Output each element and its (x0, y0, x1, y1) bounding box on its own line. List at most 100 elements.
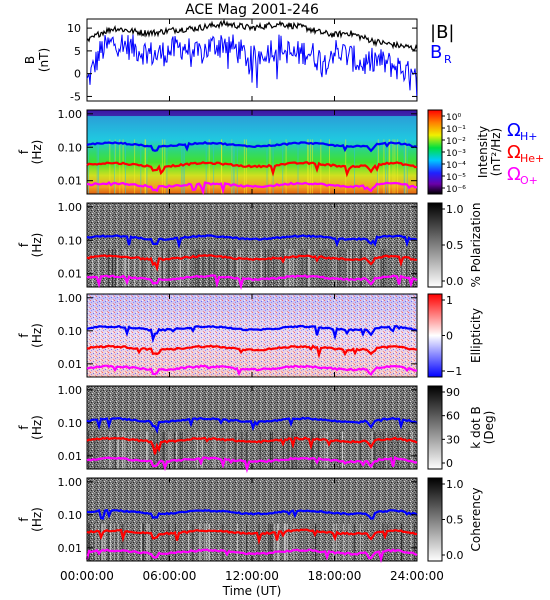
gray-streak (176, 431, 177, 469)
gray-streak (88, 523, 90, 561)
gray-streak (283, 431, 285, 469)
gray-streak (282, 249, 284, 287)
intensity-streak (272, 139, 274, 194)
intensity-streak (406, 139, 408, 194)
gray-streak (187, 249, 189, 287)
gray-streak (139, 249, 141, 287)
gray-streak (168, 431, 170, 469)
gray-streak (386, 431, 388, 469)
gray-streak (285, 249, 287, 287)
intensity-streak (88, 139, 89, 194)
gray-streak (350, 249, 352, 287)
gray-streak (374, 431, 376, 469)
f-tick-label: 0.01 (58, 542, 83, 555)
gray-streak (142, 523, 144, 561)
intensity-streak (387, 139, 389, 194)
x-tick-label: 06:00:00 (143, 569, 197, 583)
gray-streak (335, 249, 337, 287)
colorbar-label: Ellipticity (469, 308, 483, 363)
gray-streak (110, 523, 111, 561)
colorbar-label: Coherency (469, 487, 483, 551)
gray-streak (292, 249, 294, 287)
gray-streak (187, 523, 189, 561)
intensity-streak (404, 139, 406, 194)
gray-streak (128, 249, 130, 287)
f-axis-unit: (Hz) (30, 233, 44, 258)
gray-streak (272, 431, 273, 469)
colorbar-intensity (427, 109, 443, 195)
gray-streak (117, 249, 119, 287)
gray-streak (124, 249, 126, 287)
gray-streak (277, 523, 278, 561)
gray-streak (414, 523, 415, 561)
legend-omega-h: Ω (507, 120, 521, 141)
gray-streak (179, 249, 181, 287)
legend-omega-o: Ω (507, 164, 521, 185)
gray-streak (95, 523, 97, 561)
omega-o-line (86, 364, 417, 377)
gray-streak (306, 249, 308, 287)
gray-streak (411, 523, 413, 561)
colorbar-tick-label: 10⁻⁶ (446, 185, 466, 195)
gray-streak (397, 431, 399, 469)
gray-streak (302, 249, 304, 287)
gray-streak (179, 431, 181, 469)
f-tick-label: 0.01 (58, 358, 83, 371)
colorbar-tick-label: 1 (446, 294, 453, 307)
panel-intensity: 1.00 0.10 0.01 f (Hz) 10⁰ 10⁻¹ 10⁻² 10⁻³ 10⁻⁴ 10⁻⁵… (17, 108, 503, 196)
gray-streak (109, 431, 111, 469)
intensity-streak (231, 139, 233, 194)
gray-streak (159, 249, 161, 287)
gray-streak (286, 523, 288, 561)
intensity-streak (329, 139, 330, 194)
gray-streak (199, 523, 201, 561)
gray-streak (151, 523, 153, 561)
gray-streak (406, 249, 407, 287)
gray-streak (213, 249, 215, 287)
gray-streak (360, 249, 362, 287)
intensity-streak (297, 139, 299, 194)
gray-streak (88, 523, 90, 561)
intensity-streak (388, 139, 390, 194)
gray-streak (192, 523, 194, 561)
panel-intensity-background (87, 110, 417, 194)
gray-streak (338, 431, 340, 469)
gray-streak (344, 249, 346, 287)
gray-streak (268, 523, 270, 561)
intensity-streak (311, 139, 313, 194)
gray-streak (108, 249, 109, 287)
gray-streak (225, 431, 227, 469)
gray-streak (295, 431, 297, 469)
f-tick-label: 0.01 (58, 450, 83, 463)
gray-streak (324, 431, 326, 469)
f-tick-label: 1.00 (58, 292, 83, 305)
gray-streak (214, 431, 216, 469)
gray-streak (148, 523, 150, 561)
gray-streak (104, 523, 106, 561)
gray-streak (278, 523, 280, 561)
gray-streak (412, 249, 414, 287)
gray-streak (163, 249, 165, 287)
panel-polarization: 1.00 0.10 0.01 f (Hz) 1.0 0.5 0.0 % Polarization (17, 201, 483, 291)
gray-streak (115, 249, 117, 287)
gray-streak (357, 431, 359, 469)
gray-streak (317, 431, 319, 469)
bfield-y-tick-label: 10 (67, 22, 81, 35)
gray-streak (148, 249, 150, 287)
gray-streak (93, 431, 95, 469)
legend-b-r-sub: R (444, 53, 452, 66)
gray-streak (115, 523, 117, 561)
intensity-streak (98, 139, 99, 194)
gray-streak (387, 431, 389, 469)
gray-streak (140, 523, 142, 561)
gray-streak (163, 431, 165, 469)
gray-streak (102, 523, 104, 561)
gray-streak (371, 431, 373, 469)
gray-streak (285, 523, 287, 561)
legend-omega-he: Ω (507, 142, 521, 163)
gray-streak (174, 431, 175, 469)
gray-streak (125, 249, 127, 287)
gray-streak (146, 523, 148, 561)
gray-streak (131, 431, 132, 469)
